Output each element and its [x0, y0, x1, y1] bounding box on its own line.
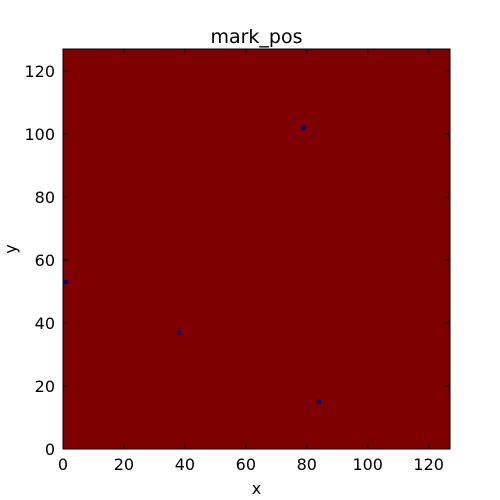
y-tick-label: 20	[35, 377, 55, 396]
chart-title: mark_pos	[210, 26, 302, 48]
x-tick-label: 100	[352, 455, 383, 474]
marks-layer	[64, 125, 321, 404]
x-axis: 0 20 40 60 80 100 120	[58, 49, 444, 474]
mark-point	[301, 125, 306, 130]
x-tick-label: 120	[413, 455, 444, 474]
plot-frame	[62, 48, 451, 450]
x-axis-label: x	[252, 479, 261, 498]
y-tick-label: 80	[35, 188, 55, 207]
mark-point	[176, 330, 181, 335]
x-tick-label: 80	[297, 455, 317, 474]
mark-point	[316, 399, 321, 404]
y-axis-label: y	[1, 244, 20, 253]
y-tick-label: 0	[45, 440, 55, 459]
y-tick-label: 100	[24, 125, 55, 144]
y-tick-label: 40	[35, 314, 55, 333]
x-tick-label: 20	[114, 455, 134, 474]
y-axis: 0 20 40 60 80 100 120	[24, 62, 450, 459]
x-tick-label: 0	[58, 455, 68, 474]
y-tick-label: 60	[35, 251, 55, 270]
x-tick-label: 40	[175, 455, 195, 474]
y-tick-label: 120	[24, 62, 55, 81]
x-tick-label: 60	[236, 455, 256, 474]
heatmap-field	[63, 49, 450, 449]
mark-point	[64, 280, 69, 285]
